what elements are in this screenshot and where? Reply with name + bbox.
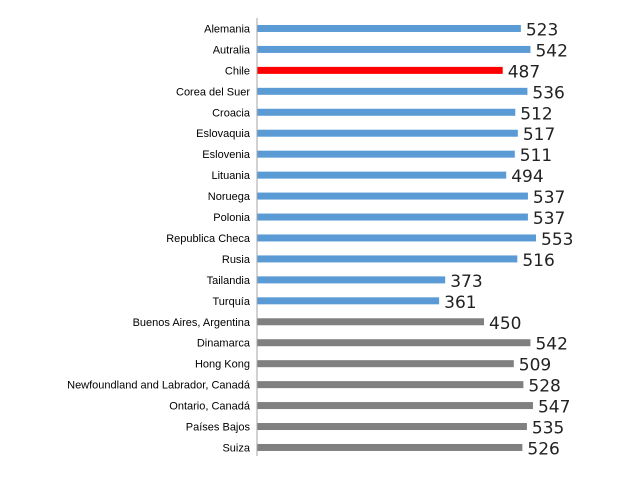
category-label: Chile <box>225 65 250 77</box>
category-label: Dinamarca <box>197 338 251 350</box>
value-label: 516 <box>522 251 554 271</box>
bar-4 <box>257 108 516 116</box>
bar-12 <box>257 276 446 284</box>
bar-13 <box>257 297 440 305</box>
value-label: 373 <box>450 272 482 292</box>
value-label: 509 <box>519 356 551 376</box>
bar-10 <box>257 234 536 242</box>
category-label: Turquía <box>212 296 250 308</box>
category-label: Alemania <box>204 23 251 35</box>
category-label: Países Bajos <box>186 422 251 434</box>
bar-5 <box>257 129 518 137</box>
category-label: Newfoundland and Labrador, Canadá <box>67 380 251 392</box>
value-label: 537 <box>533 209 565 229</box>
bar-2 <box>257 66 503 74</box>
category-label: Suiza <box>222 442 250 454</box>
bar-20 <box>257 443 523 451</box>
category-label: Eslovenia <box>202 149 251 161</box>
category-labels: Alemania Autralia Chile Corea del Suer Croac… <box>67 23 251 454</box>
category-label: Autralia <box>213 44 251 56</box>
bar-11 <box>257 255 518 263</box>
value-label: 528 <box>528 377 560 397</box>
value-label: 542 <box>535 41 567 61</box>
category-label: Tailandia <box>207 275 251 287</box>
bar-16 <box>257 360 514 368</box>
value-label: 494 <box>511 167 543 187</box>
value-label: 536 <box>532 83 564 103</box>
category-label: Republica Checa <box>166 233 251 245</box>
bar-18 <box>257 402 533 410</box>
value-label: 487 <box>508 62 540 82</box>
category-label: Ontario, Canadá <box>169 401 251 413</box>
value-label: 517 <box>523 125 555 145</box>
value-labels: 5235424875365125175114945375375535163733… <box>444 20 573 459</box>
category-label: Rusia <box>222 254 251 266</box>
value-label: 526 <box>527 439 559 459</box>
bar-8 <box>257 192 528 200</box>
value-label: 511 <box>520 146 552 166</box>
bar-7 <box>257 171 507 179</box>
bar-6 <box>257 150 515 158</box>
bar-19 <box>257 423 527 431</box>
bar-15 <box>257 339 531 347</box>
bar-3 <box>257 87 528 95</box>
bar-9 <box>257 213 528 221</box>
value-label: 523 <box>526 20 558 40</box>
bars <box>257 24 536 451</box>
category-label: Croacia <box>212 107 251 119</box>
bar-0 <box>257 24 521 32</box>
value-label: 542 <box>535 335 567 355</box>
category-label: Polonia <box>213 212 251 224</box>
value-label: 553 <box>541 230 573 250</box>
bar-1 <box>257 45 531 53</box>
value-label: 450 <box>489 314 521 334</box>
category-label: Noruega <box>208 191 251 203</box>
value-label: 512 <box>520 104 552 124</box>
category-label: Eslovaquia <box>196 128 251 140</box>
bar-17 <box>257 381 524 389</box>
value-label: 537 <box>533 188 565 208</box>
category-label: Hong Kong <box>195 359 250 371</box>
category-label: Corea del Suer <box>176 86 250 98</box>
bar-14 <box>257 318 485 326</box>
category-label: Buenos Aires, Argentina <box>133 317 251 329</box>
value-label: 361 <box>444 293 476 313</box>
category-label: Lituania <box>211 170 250 182</box>
value-label: 535 <box>532 419 564 439</box>
value-label: 547 <box>538 398 570 418</box>
